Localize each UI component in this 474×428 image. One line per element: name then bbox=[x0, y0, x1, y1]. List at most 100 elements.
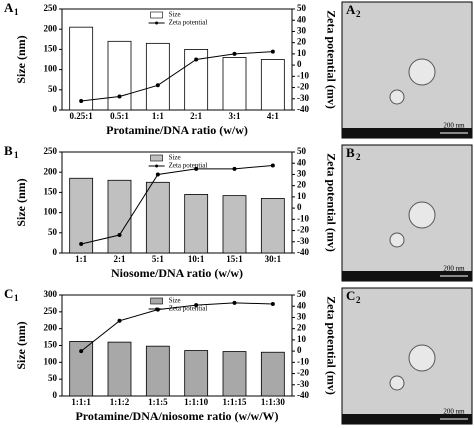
x-axis-title: Protamine/DNA ratio (w/w) bbox=[106, 123, 248, 137]
x-tick-label: 1:1:10 bbox=[184, 397, 208, 407]
y2-tick-label: 0 bbox=[297, 345, 302, 355]
y2-axis-title: Zeta potential (mv) bbox=[324, 153, 338, 252]
tem-particle bbox=[408, 344, 436, 372]
zeta-point bbox=[194, 166, 199, 171]
y2-tick-label: 40 bbox=[297, 14, 307, 24]
size-bar bbox=[260, 351, 285, 397]
y-tick-label: 0 bbox=[53, 390, 58, 400]
zeta-point bbox=[79, 99, 84, 104]
size-bar bbox=[145, 42, 170, 111]
size-bar bbox=[222, 195, 247, 254]
y-axis-title: Size (nm) bbox=[14, 321, 28, 369]
legend-label: Zeta potential bbox=[169, 19, 208, 27]
y-tick-label: 300 bbox=[44, 289, 58, 299]
x-tick-label: 1:1 bbox=[75, 254, 87, 264]
zeta-point bbox=[117, 94, 122, 99]
y2-tick-label: -30 bbox=[297, 93, 309, 103]
y-tick-label: 200 bbox=[44, 166, 58, 176]
zeta-point bbox=[155, 172, 160, 177]
zeta-point bbox=[270, 163, 275, 168]
y-tick-label: 200 bbox=[44, 323, 58, 333]
y2-tick-label: -20 bbox=[297, 368, 309, 378]
tem-image bbox=[341, 144, 473, 282]
y2-tick-label: -40 bbox=[297, 390, 309, 400]
size-bar bbox=[184, 350, 209, 397]
image-label-sub: 2 bbox=[356, 9, 361, 19]
legend-point bbox=[155, 21, 159, 25]
legend-swatch bbox=[150, 297, 163, 305]
y2-tick-label: -20 bbox=[297, 82, 309, 92]
x-tick-label: 0.25:1 bbox=[70, 111, 94, 121]
y-tick-label: 100 bbox=[44, 356, 58, 366]
x-tick-label: 2:1 bbox=[190, 111, 202, 121]
size-bar bbox=[107, 341, 132, 397]
image-label-sub: 2 bbox=[356, 152, 361, 162]
scale-label: 200 nm bbox=[443, 408, 465, 416]
panel-label: A bbox=[4, 0, 14, 15]
legend-label: Zeta potential bbox=[169, 162, 208, 170]
legend-label: Size bbox=[169, 154, 181, 162]
zeta-point bbox=[232, 166, 237, 171]
zeta-line bbox=[80, 302, 273, 352]
y2-tick-label: 20 bbox=[297, 180, 307, 190]
image-label: B bbox=[346, 145, 355, 160]
zeta-point bbox=[270, 301, 275, 306]
legend-swatch bbox=[150, 11, 163, 19]
zeta-point bbox=[232, 51, 237, 56]
tem-particle bbox=[389, 232, 405, 248]
y2-tick-label: -10 bbox=[297, 356, 309, 366]
y2-axis-title: Zeta potential (mv) bbox=[324, 10, 338, 109]
legend-label: Size bbox=[169, 297, 181, 305]
zeta-point bbox=[232, 300, 237, 305]
zeta-point bbox=[117, 233, 122, 238]
tem-particle bbox=[408, 201, 436, 229]
zeta-point bbox=[155, 83, 160, 88]
size-bar bbox=[184, 49, 209, 111]
y2-tick-label: 10 bbox=[297, 334, 307, 344]
plot-frame bbox=[61, 8, 293, 111]
tem-image bbox=[341, 287, 473, 425]
y2-tick-label: 10 bbox=[297, 48, 307, 58]
y-axis-title: Size (nm) bbox=[14, 178, 28, 226]
y-tick-label: 150 bbox=[44, 43, 58, 53]
size-bar bbox=[260, 198, 285, 254]
panel-label: B bbox=[4, 143, 13, 158]
y2-tick-label: 0 bbox=[297, 59, 302, 69]
y2-tick-label: 40 bbox=[297, 157, 307, 167]
y2-tick-label: 30 bbox=[297, 169, 307, 179]
panel-label-sub: 1 bbox=[14, 150, 19, 160]
image-label: C bbox=[346, 288, 355, 303]
legend-swatch bbox=[150, 154, 163, 162]
y-axis-title: Size (nm) bbox=[14, 35, 28, 83]
size-bar bbox=[69, 177, 94, 254]
tem-info-bar bbox=[342, 128, 472, 138]
y2-tick-label: 10 bbox=[297, 191, 307, 201]
x-tick-label: 1:1 bbox=[152, 111, 164, 121]
y-tick-label: 150 bbox=[44, 340, 58, 350]
x-tick-label: 3:1 bbox=[229, 111, 241, 121]
size-bar bbox=[107, 40, 132, 111]
y2-tick-label: 50 bbox=[297, 146, 307, 156]
tem-info-bar bbox=[342, 414, 472, 424]
y-tick-label: 0 bbox=[53, 104, 58, 114]
zeta-point bbox=[194, 57, 199, 62]
x-axis-title: Protamine/DNA/niosome ratio (w/w/W) bbox=[75, 409, 278, 423]
y2-tick-label: -20 bbox=[297, 225, 309, 235]
y2-tick-label: 0 bbox=[297, 202, 302, 212]
x-tick-label: 30:1 bbox=[265, 254, 282, 264]
zeta-point bbox=[194, 303, 199, 308]
x-axis-title: Niosome/DNA ratio (w/w) bbox=[111, 266, 243, 280]
x-tick-label: 2:1 bbox=[114, 254, 126, 264]
y2-tick-label: 50 bbox=[297, 3, 307, 13]
y2-tick-label: -10 bbox=[297, 70, 309, 80]
x-tick-label: 1:1:2 bbox=[110, 397, 130, 407]
legend-point bbox=[155, 307, 159, 311]
y2-tick-label: 20 bbox=[297, 37, 307, 47]
x-tick-label: 5:1 bbox=[152, 254, 164, 264]
y-tick-label: 250 bbox=[44, 3, 58, 13]
y2-tick-label: -40 bbox=[297, 247, 309, 257]
y-tick-label: 100 bbox=[44, 64, 58, 74]
panel-label: C bbox=[4, 286, 13, 301]
y2-tick-label: 30 bbox=[297, 26, 307, 36]
y-tick-label: 100 bbox=[44, 207, 58, 217]
